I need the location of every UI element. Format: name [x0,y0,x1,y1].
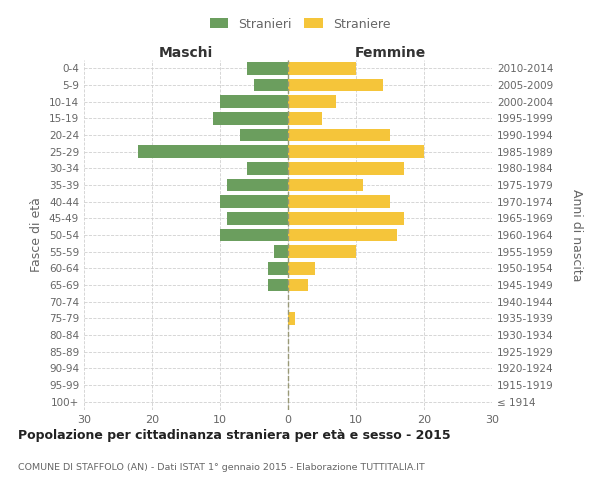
Bar [288,246,356,258]
Bar [288,79,383,92]
Text: Maschi: Maschi [159,46,213,60]
Bar [254,79,288,92]
Y-axis label: Fasce di età: Fasce di età [31,198,43,272]
Bar [274,246,288,258]
Bar [139,146,288,158]
Bar [213,112,288,124]
Bar [288,312,295,324]
Bar [288,162,404,174]
Bar [288,212,404,224]
Text: COMUNE DI STAFFOLO (AN) - Dati ISTAT 1° gennaio 2015 - Elaborazione TUTTITALIA.I: COMUNE DI STAFFOLO (AN) - Dati ISTAT 1° … [18,464,425,472]
Bar [288,146,424,158]
Bar [227,212,288,224]
Bar [288,179,363,192]
Bar [220,196,288,208]
Y-axis label: Anni di nascita: Anni di nascita [570,188,583,281]
Legend: Stranieri, Straniere: Stranieri, Straniere [206,14,394,34]
Bar [268,262,288,274]
Text: Femmine: Femmine [355,46,425,60]
Bar [241,129,288,141]
Bar [220,96,288,108]
Bar [288,129,390,141]
Bar [288,62,356,74]
Bar [288,262,315,274]
Bar [288,96,335,108]
Bar [268,279,288,291]
Text: Popolazione per cittadinanza straniera per età e sesso - 2015: Popolazione per cittadinanza straniera p… [18,430,451,442]
Bar [288,229,397,241]
Bar [288,196,390,208]
Bar [247,62,288,74]
Bar [220,229,288,241]
Bar [288,279,308,291]
Bar [247,162,288,174]
Bar [227,179,288,192]
Bar [288,112,322,124]
